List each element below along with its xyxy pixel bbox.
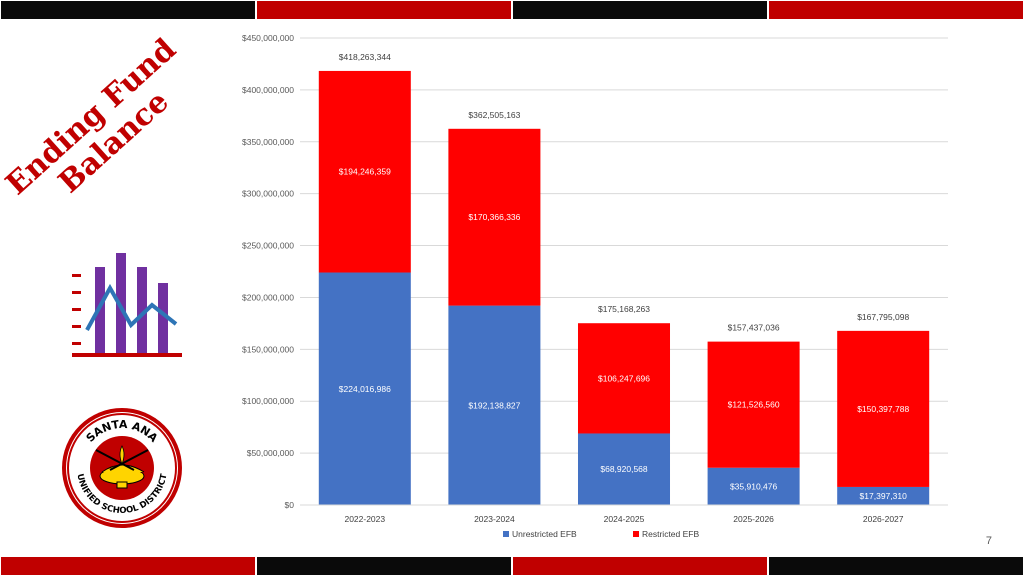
total-label: $175,168,263 — [598, 304, 650, 314]
y-tick-label: $300,000,000 — [242, 189, 294, 199]
x-tick-label: 2026-2027 — [863, 514, 904, 524]
bar-restricted — [837, 330, 930, 487]
legend-swatch — [503, 531, 509, 537]
bar-unrestricted — [707, 467, 800, 505]
x-tick-label: 2025-2026 — [733, 514, 774, 524]
bottom-band — [0, 556, 1024, 576]
y-tick-label: $450,000,000 — [242, 33, 294, 43]
district-seal-logo: SANTA ANA UNIFIED SCHOOL DISTRICT — [62, 408, 182, 528]
legend-label: Unrestricted EFB — [512, 529, 577, 539]
legend-swatch — [633, 531, 639, 537]
bar-restricted — [448, 128, 541, 306]
slide-title: Ending Fund Balance — [0, 32, 198, 220]
y-tick-label: $350,000,000 — [242, 137, 294, 147]
top-band — [0, 0, 1024, 20]
bar-unrestricted — [448, 305, 541, 505]
data-label: $192,138,827 — [468, 400, 520, 410]
y-tick-label: $150,000,000 — [242, 344, 294, 354]
total-label: $157,437,036 — [728, 323, 780, 333]
y-tick-label: $200,000,000 — [242, 292, 294, 302]
bar-unrestricted — [318, 272, 411, 505]
x-tick-label: 2023-2024 — [474, 514, 515, 524]
page-number: 7 — [985, 535, 992, 547]
y-tick-label: $50,000,000 — [247, 448, 295, 458]
ending-fund-balance-chart: $0 $50,000,000 $100,000,000 $150,000,000 $20… — [242, 33, 948, 539]
data-label: $170,366,336 — [468, 212, 520, 222]
data-label: $17,397,310 — [860, 491, 908, 501]
data-label: $121,526,560 — [728, 400, 780, 410]
y-tick-label: $250,000,000 — [242, 241, 294, 251]
data-label: $150,397,788 — [857, 404, 909, 414]
y-tick-label: $400,000,000 — [242, 85, 294, 95]
data-label: $106,247,696 — [598, 373, 650, 383]
total-label: $167,795,098 — [857, 312, 909, 322]
bar-unrestricted — [837, 486, 930, 505]
bar-restricted — [577, 323, 671, 434]
data-label: $35,910,476 — [730, 481, 778, 491]
data-label: $68,920,568 — [600, 464, 648, 474]
y-tick-label: $0 — [285, 500, 295, 510]
trend-line — [85, 283, 178, 331]
x-tick-label: 2022-2023 — [344, 514, 385, 524]
y-tick-label: $100,000,000 — [242, 396, 294, 406]
data-label: $224,016,986 — [339, 384, 391, 394]
total-label: $362,505,163 — [468, 110, 520, 120]
bar-unrestricted — [577, 433, 671, 505]
legend-label: Restricted EFB — [642, 529, 699, 539]
data-label: $194,246,359 — [339, 167, 391, 177]
bar-line-chart-icon — [72, 253, 182, 357]
x-tick-label: 2024-2025 — [604, 514, 645, 524]
bar-restricted — [318, 70, 411, 273]
bar-restricted — [707, 341, 800, 468]
total-label: $418,263,344 — [339, 52, 391, 62]
